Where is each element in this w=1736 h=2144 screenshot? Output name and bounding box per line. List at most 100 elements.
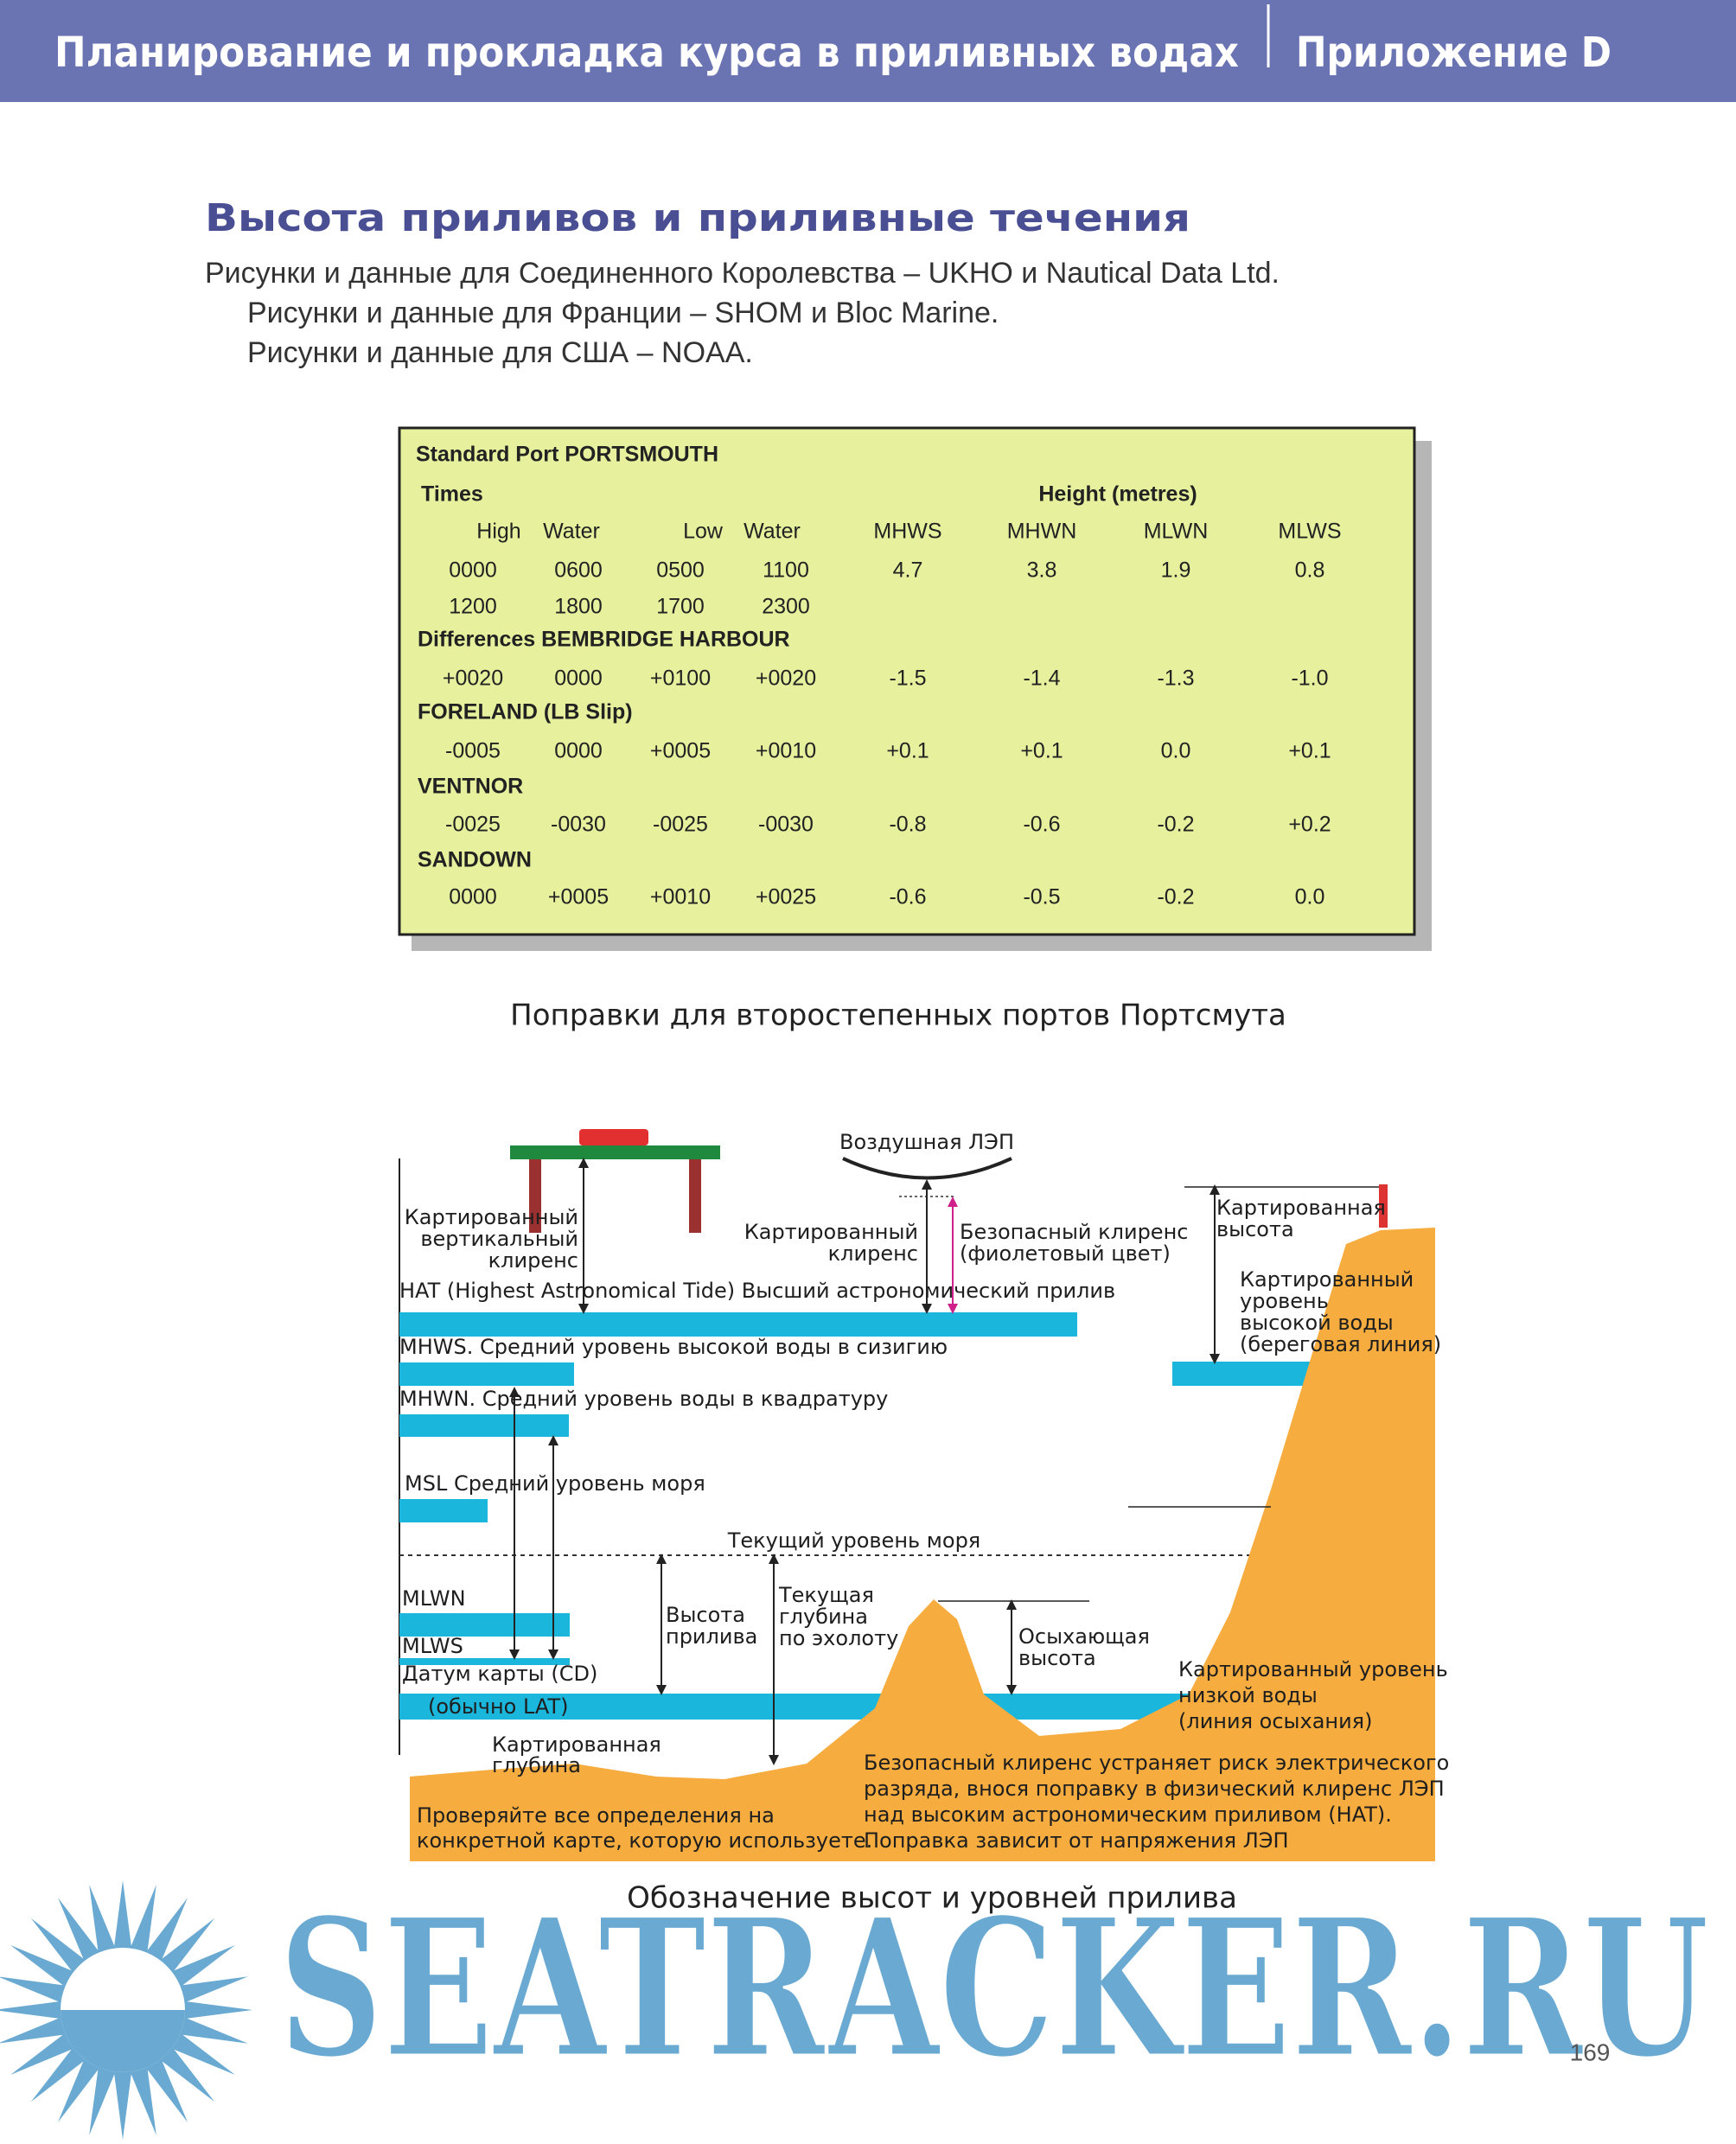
diagram-label: MHWN. Средний уровень воды в квадратуру	[399, 1387, 888, 1411]
diagram-label: клиренс	[488, 1248, 578, 1273]
bridge-deck	[510, 1145, 720, 1159]
diagram-label: (обычно LAT)	[428, 1694, 568, 1719]
port-name: Differences BEMBRIDGE HARBOUR	[418, 628, 790, 652]
tide-diagram: КартированныйвертикальныйклиренсВоздушна…	[399, 1129, 1449, 1861]
diagram-label: MHWS. Средний уровень высокой воды в сиз…	[399, 1335, 948, 1359]
diagram-label: Картированный уровень	[1178, 1657, 1448, 1681]
port-name: SANDOWN	[418, 848, 532, 872]
diagram-label: Текущая	[778, 1583, 874, 1607]
diagram-label: глубина	[779, 1605, 868, 1629]
diagram-label: конкретной карте, которую используете.	[417, 1828, 872, 1853]
table-cell: +0.1	[1020, 739, 1063, 763]
column-header: MHWS	[873, 520, 941, 544]
table-cell: 0600	[554, 558, 603, 583]
table-cell: 1.9	[1161, 558, 1191, 583]
bridge-pier	[689, 1159, 701, 1233]
table-cell: -1.4	[1023, 667, 1060, 691]
level-bar	[399, 1414, 569, 1437]
diagram-label: Безопасный клиренс устраняет риск электр…	[864, 1751, 1449, 1775]
diagram-label: глубина	[492, 1753, 581, 1777]
credit: Рисунки и данные для Соединенного Короле…	[205, 257, 1280, 290]
table-cell: -0.5	[1023, 885, 1060, 909]
header-section: Приложение D	[1296, 29, 1612, 77]
table-cell: +0025	[756, 885, 816, 909]
table-cell: +0.1	[1288, 739, 1331, 763]
table-height: Height (metres)	[1038, 482, 1197, 507]
level-bar	[399, 1658, 570, 1665]
watermark: SEATRACKER.RU	[278, 1876, 1709, 2100]
table-cell: +0005	[548, 885, 609, 909]
diagram-label: Проверяйте все определения на	[417, 1803, 775, 1828]
table-box	[398, 426, 1416, 936]
heading: Высота приливов и приливные течения	[205, 196, 1190, 240]
diagram-label: MSL Средний уровень моря	[405, 1471, 705, 1496]
table-cell: 0.0	[1295, 885, 1325, 909]
diagram-label: высота	[1216, 1217, 1294, 1241]
table-cell: +0.2	[1288, 813, 1331, 837]
diagram-label: Картированный	[1240, 1267, 1414, 1292]
table-cell: 0000	[449, 885, 497, 909]
diagram-label: по эхолоту	[779, 1626, 898, 1650]
diagram-label: уровень	[1240, 1289, 1329, 1313]
table-cell: +0020	[756, 667, 816, 691]
diagram-label: (фиолетовый цвет)	[960, 1241, 1171, 1266]
diagram-label: Безопасный клиренс	[960, 1220, 1188, 1244]
column-header: MLWN	[1144, 520, 1209, 544]
column-header: Water	[744, 520, 801, 544]
table-cell: -0.6	[889, 885, 926, 909]
table-cell: 0.0	[1161, 739, 1191, 763]
table-cell: -0.2	[1157, 813, 1194, 837]
table-cell: 2300	[762, 595, 810, 619]
lighthouse	[1379, 1184, 1388, 1228]
table-cell: +0020	[443, 667, 503, 691]
tide-table: Standard Port PORTSMOUTH Times Height (met…	[416, 443, 1342, 909]
table-cell: 0.8	[1295, 558, 1325, 583]
port-name: VENTNOR	[418, 775, 523, 799]
diagram-label: HAT (Highest Astronomical Tide) Высший а…	[399, 1279, 1115, 1303]
diagram-label: высокой воды	[1240, 1311, 1394, 1335]
table-cell: +0.1	[886, 739, 929, 763]
table-cell: +0010	[756, 739, 816, 763]
table-cell: -0030	[758, 813, 814, 837]
header-bar	[0, 0, 1736, 102]
level-bar	[399, 1499, 488, 1522]
diagram-label: прилива	[666, 1624, 757, 1649]
credit: Рисунки и данные для США – NOAA.	[247, 336, 753, 369]
level-bar	[399, 1613, 570, 1637]
column-header: Water	[543, 520, 600, 544]
table-cell: -0025	[445, 813, 501, 837]
table-cell: 1700	[656, 595, 705, 619]
table-cell: 1200	[449, 595, 497, 619]
diagram-label: Осыхающая	[1018, 1624, 1150, 1649]
table-title: Standard Port PORTSMOUTH	[416, 443, 718, 467]
page-number: 169	[1570, 2039, 1611, 2065]
diagram-caption: Обозначение высот и уровней прилива	[627, 1881, 1237, 1916]
diagram-label: вертикальный	[420, 1227, 578, 1251]
table-cell: 4.7	[893, 558, 923, 583]
table-cell: 0000	[554, 667, 603, 691]
diagram-label: клиренс	[828, 1241, 918, 1266]
table-cell: -1.3	[1157, 667, 1194, 691]
diagram-label: высота	[1018, 1646, 1096, 1670]
table-cell: -0005	[445, 739, 501, 763]
diagram-label: Картированный	[405, 1205, 578, 1229]
level-bar	[1172, 1362, 1312, 1386]
table-cell: 3.8	[1027, 558, 1057, 583]
diagram-label: разряда, внося поправку в физический кли…	[864, 1777, 1445, 1801]
table-cell: -0.8	[889, 813, 926, 837]
table-cell: 1100	[763, 558, 809, 583]
table-cell: 0000	[554, 739, 603, 763]
diagram-label: Поправка зависит от напряжения ЛЭП	[864, 1828, 1289, 1853]
diagram-label: Картированная	[492, 1732, 661, 1757]
diagram-label: низкой воды	[1178, 1683, 1318, 1707]
credit: Рисунки и данные для Франции – SHOM и Bl…	[247, 297, 999, 329]
diagram-label: Картированная	[1216, 1196, 1386, 1220]
diagram-label: Текущий уровень моря	[727, 1528, 981, 1553]
table-cell: -1.0	[1291, 667, 1328, 691]
diagram-label: (береговая линия)	[1240, 1332, 1441, 1356]
diagram-label: (линия осыхания)	[1178, 1709, 1372, 1733]
diagram-label: над высоким астрономическим приливом (HA…	[864, 1803, 1392, 1827]
level-bar	[399, 1362, 574, 1386]
diagram-label: MLWN	[402, 1586, 466, 1611]
